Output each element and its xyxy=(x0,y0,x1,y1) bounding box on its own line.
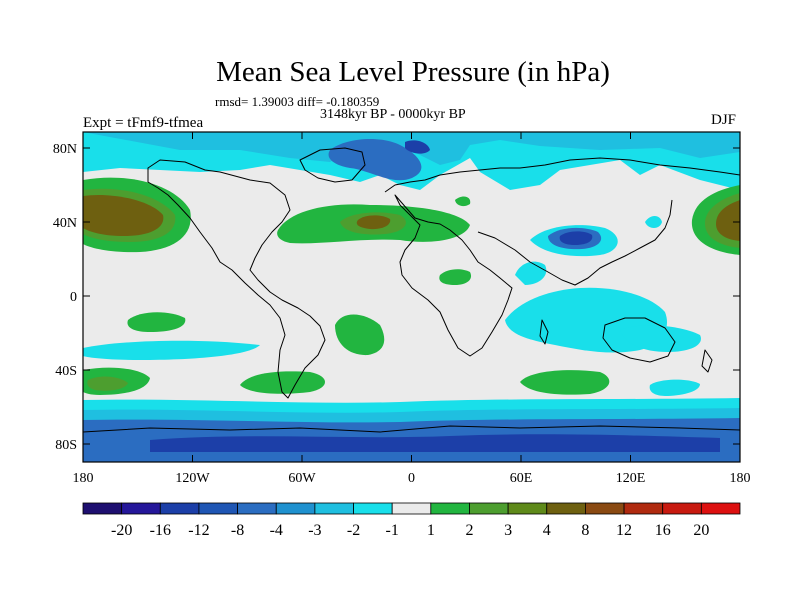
colorbar-label: -2 xyxy=(347,522,360,539)
colorbar-label: 2 xyxy=(465,522,473,539)
atlantic-high-core xyxy=(356,215,391,230)
greenland-coast xyxy=(299,147,366,183)
south-america-high xyxy=(240,371,325,394)
colorbar-swatch xyxy=(275,502,316,515)
colorbar-label: 4 xyxy=(543,522,551,539)
colorbar-swatch xyxy=(700,502,741,515)
colorbar-swatch xyxy=(82,502,123,515)
experiment-label: Expt = tFmf9-tfmea xyxy=(83,115,204,131)
colorbar-swatch xyxy=(121,502,161,515)
australia-coast xyxy=(602,317,676,363)
americas-coast xyxy=(147,159,326,399)
lon-label: 60E xyxy=(510,471,533,486)
map-title: Mean Sea Level Pressure (in hPa) xyxy=(216,56,610,88)
period-label: 3148kyr BP - 0000kyr BP xyxy=(320,107,466,122)
colorbar-swatch xyxy=(391,502,432,515)
colorbar-swatch xyxy=(469,502,509,515)
colorbar-label: -4 xyxy=(270,522,283,539)
lon-label: 180 xyxy=(73,471,94,486)
colorbar-swatch xyxy=(507,502,548,515)
colorbar-swatch xyxy=(662,502,702,515)
stats-line: rmsd= 1.39003 diff= -0.180359 xyxy=(215,94,380,109)
asia-south-coast xyxy=(477,199,673,286)
antarctica-coast xyxy=(83,425,740,433)
south-pacific-high-2-core xyxy=(87,376,128,391)
africa-coast xyxy=(394,194,513,357)
colorbar-swatch xyxy=(314,502,354,515)
new-zealand-coast xyxy=(701,349,713,373)
madagascar-coast xyxy=(539,319,549,345)
south-atlantic-high xyxy=(335,314,385,356)
colorbar-label: 20 xyxy=(693,522,709,539)
asia-low-core xyxy=(559,231,593,245)
colorbar-label: 3 xyxy=(504,522,512,539)
lon-label: 120W xyxy=(175,471,210,486)
lat-label: 80N xyxy=(53,142,77,157)
lat-label: 80S xyxy=(55,438,77,453)
south-pacific-high xyxy=(127,312,186,332)
arabia-low xyxy=(515,261,547,285)
colorbar-label: 16 xyxy=(655,522,671,539)
colorbar-label: -1 xyxy=(386,522,399,539)
colorbar-label: -3 xyxy=(308,522,321,539)
greenland-low-core xyxy=(405,140,430,154)
colorbar-label: -16 xyxy=(150,522,171,539)
coastlines xyxy=(83,147,740,433)
colorbar-swatch xyxy=(546,502,586,515)
europe-high xyxy=(455,196,471,207)
colorbar-label: -8 xyxy=(231,522,244,539)
colorbar xyxy=(82,502,741,515)
colorbar-swatch xyxy=(237,502,277,515)
lat-label: 40N xyxy=(53,216,77,231)
lon-label: 60W xyxy=(288,471,316,486)
australia-low xyxy=(620,325,701,352)
japan-low xyxy=(645,216,662,228)
africa-high xyxy=(439,269,472,285)
colorbar-label: -12 xyxy=(188,522,209,539)
colorbar-swatch xyxy=(198,502,238,515)
eurasia-north-coast xyxy=(384,157,740,193)
colorbar-labels: -20 -16 -12 -8 -4 -3 -2 -1 1 2 3 4 8 12 16 20 xyxy=(111,522,709,539)
lon-label: 180 xyxy=(730,471,751,486)
antarctic-belt-4 xyxy=(150,434,720,452)
lat-label: 40S xyxy=(55,364,77,379)
axis-labels: 80N 40N 0 40S 80S 180 120W 60W 0 60E 120… xyxy=(53,142,751,486)
colorbar-swatch xyxy=(430,502,470,515)
tasman-low xyxy=(649,379,700,396)
colorbar-label: 1 xyxy=(427,522,435,539)
season-label: DJF xyxy=(711,112,737,128)
colorbar-swatch xyxy=(353,502,393,515)
colorbar-swatch xyxy=(159,502,200,515)
colorbar-label: 8 xyxy=(581,522,589,539)
pacific-high-core xyxy=(83,194,164,236)
colorbar-swatch xyxy=(585,502,625,515)
south-pacific-low xyxy=(83,340,260,360)
indian-south-high xyxy=(520,370,610,395)
lon-label: 120E xyxy=(616,471,646,486)
map-frame xyxy=(82,131,741,463)
lat-label: 0 xyxy=(70,290,77,305)
colorbar-swatch xyxy=(623,502,664,515)
colorbar-label: -20 xyxy=(111,522,132,539)
pressure-field xyxy=(83,132,740,462)
pacific-high-east-core xyxy=(716,200,740,241)
colorbar-label: 12 xyxy=(616,522,632,539)
lon-label: 0 xyxy=(408,471,415,486)
tick-marks xyxy=(83,132,740,462)
